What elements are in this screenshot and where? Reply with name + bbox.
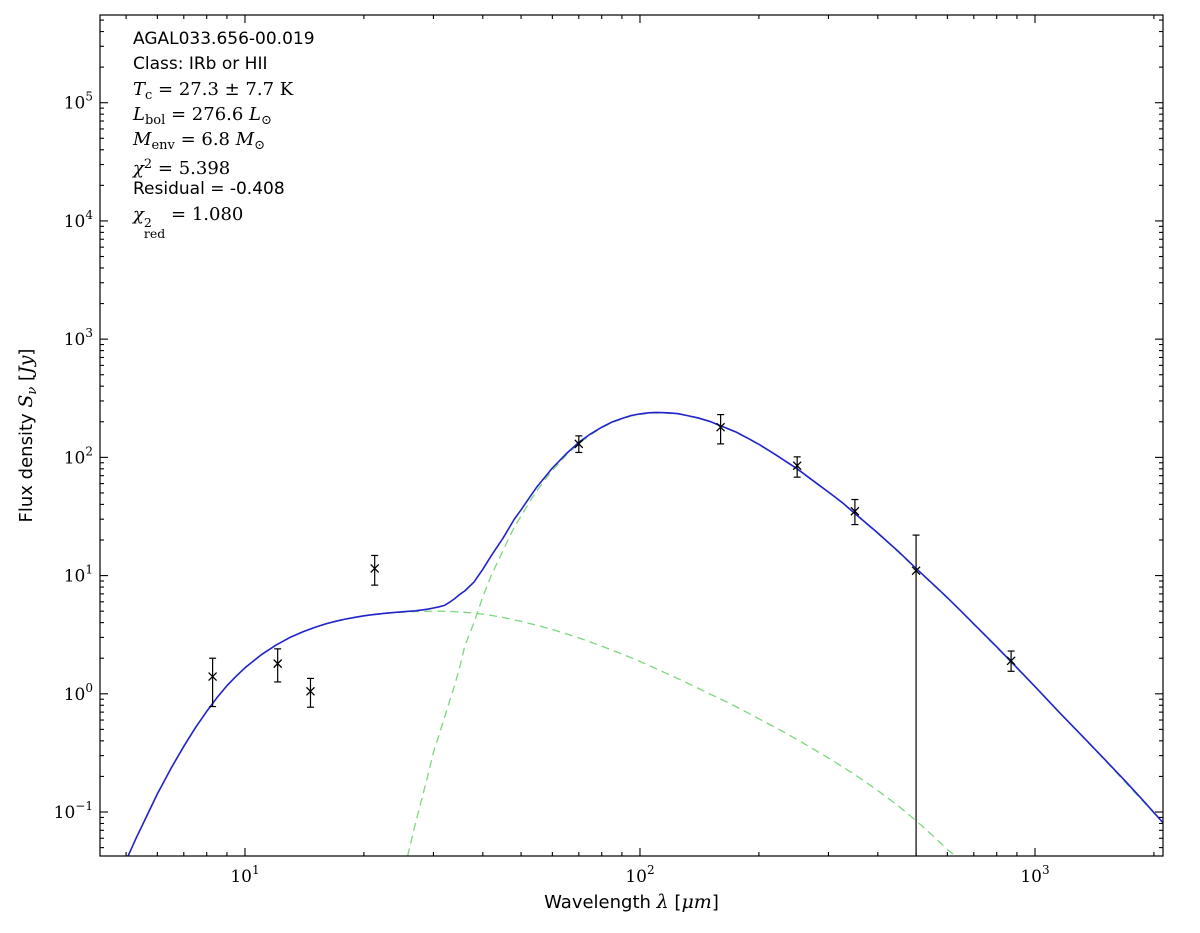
annotation-line: Tc = 27.3 ± 7.7 K [133, 77, 315, 103]
curves-layer [127, 411, 1163, 856]
data-point [911, 534, 921, 856]
annotation-text-segment: ⊙ [254, 137, 266, 153]
x-marker [850, 506, 860, 516]
x-marker [792, 461, 802, 471]
annotation-line: χ2 = 5.398 [133, 152, 315, 179]
data-point [273, 648, 283, 683]
y-tick-label: 100 [64, 681, 93, 705]
annotation-line: Class: IRb or HII [133, 52, 315, 77]
annotation-text-segment: T [133, 79, 146, 100]
x-marker [208, 672, 218, 681]
annotation-text-segment: = 1.080 [165, 204, 244, 225]
annotation-text-segment: = 276.6 [165, 104, 250, 125]
annotation-text-segment: = 6.8 [174, 129, 236, 150]
annotation-text-segment: Class: IRb or HII [133, 54, 268, 74]
fit-parameters-annotation: AGAL033.656-00.019 Class: IRb or HII Tc = … [133, 27, 315, 239]
annotation-line: AGAL033.656-00.019 [133, 27, 315, 52]
axes-box [99, 14, 1164, 857]
x-marker [370, 563, 380, 573]
data-point [208, 657, 218, 708]
annotation-text-segment: = 27.3 ± 7.7 K [152, 79, 294, 100]
x-tick-label: 103 [1020, 863, 1049, 887]
annotation-line: χ 2 red = 1.080 [133, 202, 315, 239]
tick-marks [100, 15, 1163, 856]
annotation-text-segment: = 5.398 [152, 157, 231, 179]
x-tick-label: 101 [230, 863, 259, 887]
y-tick-label: 101 [64, 563, 93, 587]
x-marker [306, 686, 315, 696]
annotation-text-segment: Residual = -0.408 [133, 179, 285, 199]
x-marker [911, 566, 921, 576]
data-point [574, 435, 584, 454]
annotation-text-segment: 2 [143, 157, 153, 172]
data-point [716, 414, 726, 445]
cold-component-curve [406, 412, 1163, 856]
y-tick-label: 102 [64, 444, 93, 468]
x-marker [574, 439, 584, 449]
total-model-curve [127, 411, 1163, 856]
annotation-text-segment: env [151, 137, 175, 153]
annotation-text-segment: c [145, 87, 153, 103]
annotation-text-segment: χ [133, 157, 144, 179]
x-marker [1006, 656, 1016, 666]
annotation-line: Residual = -0.408 [133, 177, 315, 202]
annotation-text-segment: L [133, 104, 145, 125]
data-point [370, 554, 380, 586]
annotation-text-segment: L [249, 104, 261, 125]
y-tick-label: 104 [64, 208, 94, 232]
annotation-text-segment: bol [144, 112, 166, 128]
annotation-line: Lbol = 276.6 L⊙ [133, 102, 315, 128]
data-point [1006, 650, 1016, 672]
data-point [306, 677, 315, 708]
data-point [792, 456, 802, 478]
annotation-text-segment: ⊙ [261, 112, 272, 128]
data-point [850, 498, 860, 526]
y-axis-label: Flux density Sν [Jy] [15, 349, 40, 523]
data-points [208, 414, 1016, 856]
x-axis-label: Wavelength λ [μm] [544, 891, 719, 913]
x-marker [716, 422, 726, 432]
x-tick-label: 102 [625, 863, 654, 887]
annotation-text-segment: M [235, 129, 255, 150]
annotation-line: Menv = 6.8 M⊙ [133, 127, 315, 153]
sup-sub-script: 2 red [143, 215, 166, 241]
annotation-text-segment: AGAL033.656-00.019 [133, 29, 315, 49]
y-tick-label: 105 [64, 90, 93, 114]
x-marker [273, 659, 283, 669]
warm-component-curve [127, 610, 957, 856]
annotation-text-segment: M [133, 129, 152, 150]
annotation-text-segment: χ [133, 204, 144, 225]
y-tick-label: 10−1 [54, 799, 93, 823]
y-tick-label: 103 [64, 326, 93, 350]
